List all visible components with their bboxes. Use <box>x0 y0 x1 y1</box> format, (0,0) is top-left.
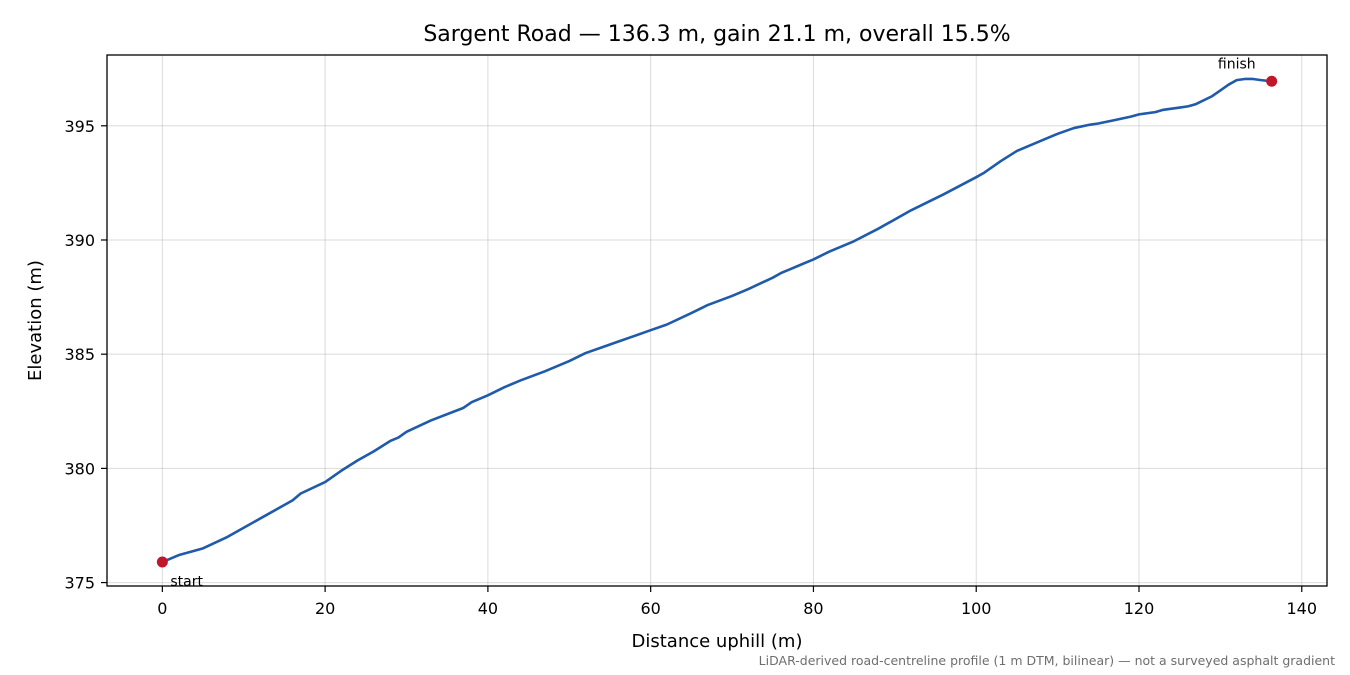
y-axis-label: Elevation (m) <box>25 260 46 381</box>
y-axis-ticks: 375 380 385 390 395 <box>64 117 107 593</box>
x-tick-label: 0 <box>157 599 167 618</box>
y-tick-label: 395 <box>64 117 95 136</box>
finish-marker <box>1266 75 1278 87</box>
x-tick-label: 80 <box>803 599 823 618</box>
x-tick-label: 60 <box>640 599 660 618</box>
plot-area-frame <box>106 54 1328 587</box>
x-axis-label: Distance uphill (m) <box>632 631 803 652</box>
x-tick-label: 40 <box>478 599 498 618</box>
start-marker <box>156 556 168 568</box>
chart-title: Sargent Road — 136.3 m, gain 21.1 m, ove… <box>423 22 1010 47</box>
x-tick-label: 20 <box>315 599 335 618</box>
y-tick-label: 375 <box>64 574 95 593</box>
x-tick-label: 120 <box>1124 599 1155 618</box>
y-tick-label: 380 <box>64 459 95 478</box>
elevation-profile-line <box>161 77 1273 564</box>
x-tick-label: 100 <box>961 599 992 618</box>
x-tick-label: 140 <box>1286 599 1317 618</box>
y-tick-label: 385 <box>64 345 95 364</box>
start-label: start <box>170 574 203 590</box>
chart-footnote: LiDAR-derived road-centreline profile (1… <box>759 653 1335 668</box>
gridlines <box>107 55 1327 586</box>
finish-label: finish <box>1218 56 1256 72</box>
y-tick-label: 390 <box>64 231 95 250</box>
start-finish-markers: start finish <box>156 56 1278 590</box>
x-axis-ticks: 0 20 40 60 80 100 120 140 <box>157 586 1317 618</box>
